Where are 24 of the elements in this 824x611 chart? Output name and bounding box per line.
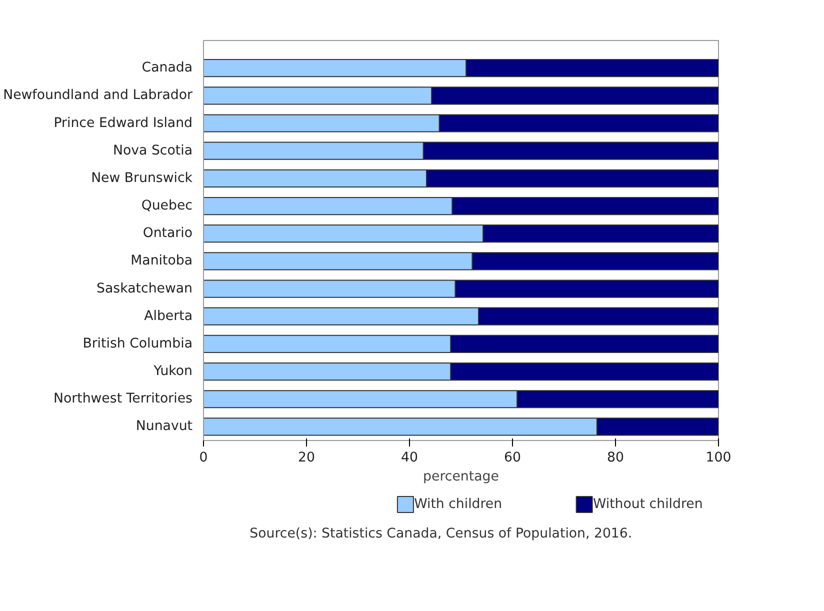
legend-label: Without children [592,497,703,512]
x-axis-title: percentage [423,470,499,484]
x-tick-label: 20 [298,450,315,466]
x-tick-label: 100 [706,450,732,466]
y-tick-label: Newfoundland and Labrador [3,88,194,104]
y-tick-label: Manitoba [130,254,193,269]
y-tick-label: Nova Scotia [113,143,193,158]
y-tick-label: Northwest Territories [54,392,193,407]
y-tick-label: Ontario [142,226,193,242]
y-tick-label: Saskatchewan [96,281,193,296]
source-note: Source(s): Statistics Canada, Census of Population, 2016. [250,526,632,542]
x-tick-label: 60 [504,450,521,466]
y-tick-label: Prince Edward Island [54,116,193,131]
y-tick-label: British Columbia [82,336,193,352]
x-tick-label: 40 [401,450,418,466]
y-tick-label: Nunavut [136,419,192,434]
x-tick-label: 80 [607,450,624,466]
y-tick-label: Yukon [152,364,192,380]
y-tick-label: Canada [142,60,193,76]
y-tick-label: Alberta [144,308,193,324]
y-tick-label: New Brunswick [91,170,193,186]
y-tick-label: Quebec [141,198,193,214]
x-tick-label: 0 [199,450,208,466]
legend-label: With children [414,497,502,512]
